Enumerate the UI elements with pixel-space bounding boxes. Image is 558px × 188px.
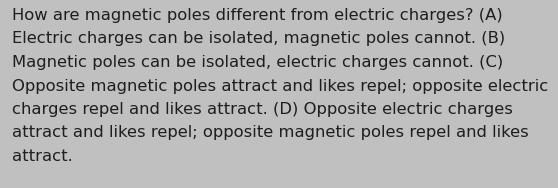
Text: attract.: attract. [12, 149, 73, 164]
Text: attract and likes repel; opposite magnetic poles repel and likes: attract and likes repel; opposite magnet… [12, 126, 529, 140]
Text: Magnetic poles can be isolated, electric charges cannot. (C): Magnetic poles can be isolated, electric… [12, 55, 503, 70]
Text: Opposite magnetic poles attract and likes repel; opposite electric: Opposite magnetic poles attract and like… [12, 79, 549, 93]
Text: Electric charges can be isolated, magnetic poles cannot. (B): Electric charges can be isolated, magnet… [12, 32, 505, 46]
Text: charges repel and likes attract. (D) Opposite electric charges: charges repel and likes attract. (D) Opp… [12, 102, 513, 117]
Text: How are magnetic poles different from electric charges? (A): How are magnetic poles different from el… [12, 8, 503, 23]
